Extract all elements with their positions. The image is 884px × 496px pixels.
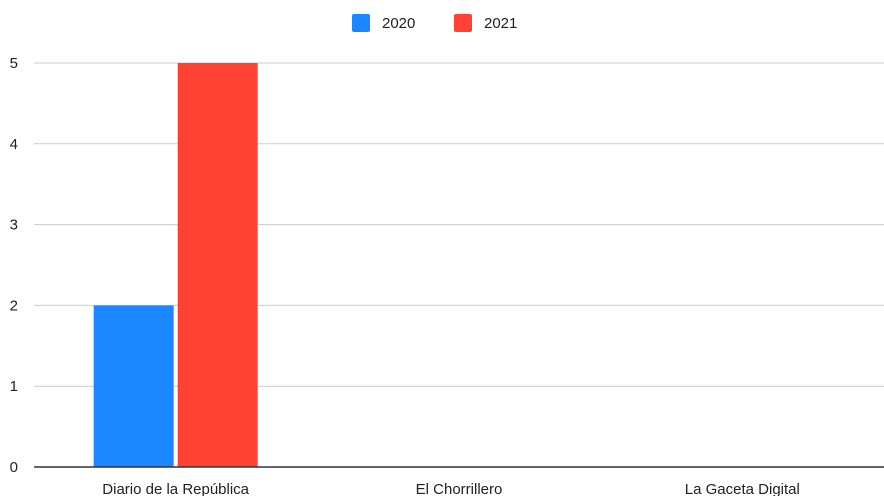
x-category-label: La Gaceta Digital: [685, 481, 800, 496]
legend: 2020 2021: [352, 14, 517, 32]
legend-swatch-2021: [454, 14, 472, 32]
legend-label-2020: 2020: [382, 15, 415, 32]
y-tick-label: 3: [10, 217, 18, 234]
y-tick-label: 5: [10, 55, 18, 72]
bars: [93, 63, 258, 467]
x-category-label: El Chorrillero: [416, 481, 503, 496]
y-tick-label: 4: [10, 136, 18, 153]
bar-2021-0[interactable]: [177, 63, 258, 467]
y-tick-label: 2: [10, 297, 18, 314]
y-tick-label: 1: [10, 378, 18, 395]
x-category-label: Diario de la República: [102, 481, 249, 496]
legend-label-2021: 2021: [484, 15, 517, 32]
axes: 0 1 2 3 4 5 Diario de la República El Chorrille…: [10, 55, 884, 496]
gridlines: [34, 62, 884, 387]
legend-swatch-2020: [352, 14, 370, 32]
y-tick-label: 0: [10, 459, 18, 476]
bar-2020-0[interactable]: [93, 305, 174, 467]
